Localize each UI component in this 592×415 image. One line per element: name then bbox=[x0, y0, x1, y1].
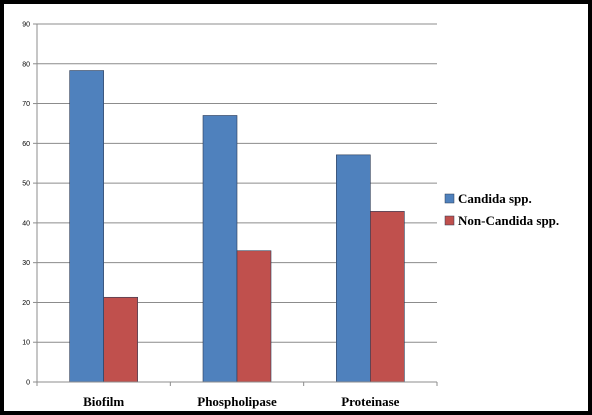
legend-swatch bbox=[444, 193, 455, 204]
y-tick-label: 0 bbox=[26, 380, 30, 387]
axes bbox=[36, 24, 438, 386]
legend: Candida spp. Non-Candida spp. bbox=[444, 191, 559, 228]
y-tick-label: 30 bbox=[22, 260, 30, 267]
legend-swatch bbox=[444, 215, 455, 226]
y-tick-label: 90 bbox=[22, 22, 30, 29]
bar-non-candida-spp-phospholipase bbox=[236, 250, 272, 383]
y-axis-ticks: 0 10 20 30 40 50 60 70 80 90 bbox=[22, 22, 37, 387]
x-category-label: Biofilm bbox=[83, 394, 124, 409]
y-tick-label: 70 bbox=[22, 101, 30, 108]
bars bbox=[69, 70, 405, 383]
y-tick-label: 40 bbox=[22, 220, 30, 227]
bar-non-candida-spp-biofilm bbox=[103, 296, 138, 383]
bar-candida-spp-phospholipase bbox=[202, 115, 238, 383]
y-tick-label: 10 bbox=[22, 340, 30, 347]
x-category-label: Phospholipase bbox=[197, 394, 277, 409]
legend-label: Candida spp. bbox=[458, 191, 532, 206]
x-axis-labels: Biofilm Phospholipase Proteinase bbox=[83, 394, 400, 409]
legend-label: Non-Candida spp. bbox=[458, 213, 559, 228]
bar-candida-spp-biofilm bbox=[69, 70, 104, 383]
x-category-label: Proteinase bbox=[341, 394, 399, 409]
bar-candida-spp-proteinase bbox=[336, 154, 371, 383]
y-tick-label: 50 bbox=[22, 181, 30, 188]
y-tick-label: 20 bbox=[22, 300, 30, 307]
y-tick-label: 80 bbox=[22, 61, 30, 68]
bar-non-candida-spp-proteinase bbox=[370, 211, 405, 383]
y-tick-label: 60 bbox=[22, 141, 30, 148]
